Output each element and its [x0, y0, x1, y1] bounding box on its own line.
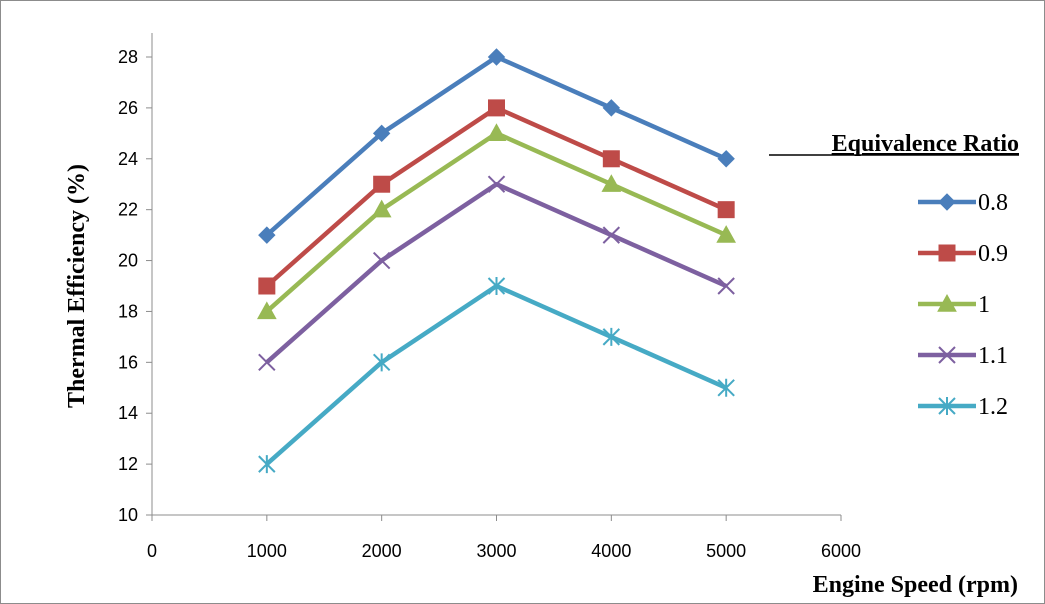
data-point: [602, 226, 621, 244]
series-0-9: [258, 99, 735, 295]
legend-item-0-8: 0.8: [918, 190, 1008, 216]
legend-item-1-1: 1.1: [918, 343, 1008, 369]
data-point: [487, 277, 506, 295]
data-point: [717, 378, 735, 397]
data-point: [258, 455, 276, 474]
y-tick-label: 24: [118, 149, 138, 169]
y-tick-label: 28: [118, 47, 138, 67]
data-point: [602, 150, 620, 168]
y-tick-label: 12: [118, 454, 138, 474]
legend-label: 0.8: [978, 190, 1008, 216]
series-1: [256, 123, 737, 320]
data-point: [258, 353, 276, 372]
data-point: [487, 48, 506, 66]
legend-label: 1.1: [978, 343, 1008, 369]
legend-swatch-marker: [938, 346, 956, 364]
x-axis-title: Engine Speed (rpm): [813, 572, 1018, 598]
legend-item-1: 1: [918, 292, 990, 318]
data-point: [488, 99, 505, 117]
legend-item-1-2: 1.2: [918, 394, 1008, 420]
y-tick-label: 10: [118, 505, 138, 525]
series-0-8: [258, 48, 735, 244]
x-tick-label: 2000: [362, 541, 402, 561]
legend-swatch-marker: [938, 397, 956, 415]
x-tick-label: 5000: [706, 541, 746, 561]
x-tick-label: 3000: [476, 541, 516, 561]
data-point: [716, 225, 737, 243]
x-tick-label: 6000: [821, 541, 861, 561]
legend-title: Equivalence Ratio: [832, 131, 1019, 157]
series-1-1: [258, 175, 735, 372]
y-tick-label: 26: [118, 98, 138, 118]
axes: 10 12 14 16 18 20 22 24 26 28 0 1000 2000 3000 4000 500…: [118, 33, 861, 561]
legend: Equivalence Ratio 0.8 0.9 1 1.1 1.2: [769, 131, 1019, 420]
y-tick-label: 18: [118, 301, 138, 321]
x-tick-label: 0: [147, 541, 157, 561]
x-tick-label: 1000: [247, 541, 287, 561]
legend-label: 1.2: [978, 394, 1008, 420]
legend-label: 1: [978, 292, 990, 318]
data-point: [372, 124, 391, 143]
data-point: [717, 277, 735, 295]
data-point: [258, 226, 276, 244]
legend-swatch-marker: [937, 293, 957, 312]
data-point: [602, 99, 621, 117]
y-tick-label: 22: [118, 200, 138, 220]
data-point: [601, 174, 622, 192]
data-point: [372, 251, 391, 270]
data-point: [602, 327, 621, 346]
y-tick-label: 14: [118, 403, 138, 423]
data-point: [258, 277, 276, 295]
data-point: [717, 150, 735, 168]
series-1-2: [258, 277, 735, 474]
legend-swatch-marker: [938, 244, 956, 262]
legend-swatch-marker: [938, 193, 956, 211]
x-tick-label: 4000: [591, 541, 631, 561]
data-point: [371, 199, 392, 218]
series-layer: [256, 48, 737, 474]
y-tick-label: 20: [118, 251, 138, 271]
legend-label: 0.9: [978, 241, 1008, 267]
y-tick-label: 16: [118, 352, 138, 372]
legend-item-0-9: 0.9: [918, 241, 1008, 267]
data-point: [373, 175, 391, 193]
data-point: [486, 123, 507, 142]
data-point: [717, 201, 735, 219]
data-point: [372, 353, 391, 372]
y-axis-title: Thermal Efficiency (%): [64, 164, 90, 408]
data-point: [256, 301, 277, 320]
data-point: [487, 175, 506, 193]
